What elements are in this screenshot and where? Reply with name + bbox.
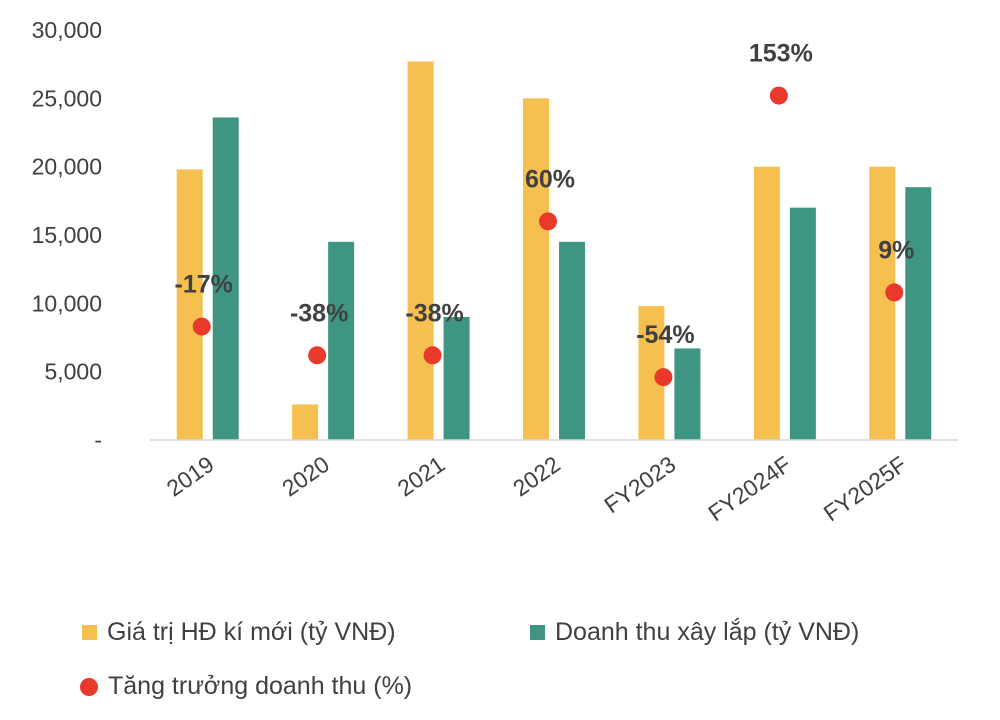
legend-dot-revenue-growth xyxy=(80,677,98,696)
growth-data-label: -38% xyxy=(405,299,463,327)
x-tick-label: 2019 xyxy=(162,451,219,502)
bar-construction-revenue xyxy=(674,348,701,440)
x-tick-label: 2020 xyxy=(277,451,334,502)
legend-item-construction-revenue: Doanh thu xây lắp (tỷ VNĐ) xyxy=(530,618,859,647)
bar-construction-revenue xyxy=(328,241,355,440)
bar-construction-revenue xyxy=(212,117,239,440)
growth-data-label: 9% xyxy=(878,236,914,264)
x-tick-label: FY2024F xyxy=(703,451,795,527)
y-tick-label: 30,000 xyxy=(32,17,102,43)
y-tick-label: 5,000 xyxy=(44,359,102,385)
growth-point xyxy=(192,317,211,336)
bar-construction-revenue xyxy=(905,187,932,440)
legend-label-revenue-growth: Tăng trưởng doanh thu (%) xyxy=(108,672,413,700)
growth-data-label: -38% xyxy=(290,299,348,327)
x-tick-label: FY2025F xyxy=(819,451,911,527)
x-tick-label: 2022 xyxy=(508,451,565,502)
legend: Giá trị HĐ kí mới (tỷ VNĐ) Doanh thu xây… xyxy=(80,608,982,718)
y-axis: - 5,000 10,000 15,000 20,000 25,000 30,000 xyxy=(32,17,102,453)
legend-item-revenue-growth: Tăng trưởng doanh thu (%) xyxy=(80,672,412,701)
growth-point xyxy=(423,346,442,365)
bar-new-contracts xyxy=(176,169,203,440)
legend-swatch-new-contracts xyxy=(82,625,97,640)
chart: - 5,000 10,000 15,000 20,000 25,000 30,000 -17… xyxy=(32,17,958,527)
bar-construction-revenue xyxy=(789,207,816,440)
growth-point xyxy=(539,212,557,231)
legend-item-new-contracts: Giá trị HĐ kí mới (tỷ VNĐ) xyxy=(82,618,396,647)
bar-new-contracts xyxy=(407,61,434,440)
growth-point xyxy=(308,346,327,365)
y-tick-label: - xyxy=(94,427,102,453)
growth-point xyxy=(769,86,788,105)
bars xyxy=(176,61,932,440)
bar-new-contracts xyxy=(292,404,319,440)
x-tick-label: FY2023 xyxy=(599,451,680,519)
y-tick-label: 15,000 xyxy=(32,222,102,248)
growth-data-label: -17% xyxy=(175,271,233,299)
growth-data-label: 60% xyxy=(525,165,575,193)
y-tick-label: 25,000 xyxy=(32,85,102,111)
growth-point xyxy=(654,368,673,387)
growth-data-label: -54% xyxy=(636,321,694,349)
growth-points: -17% -38% -38% 60% -54% 153% 9% xyxy=(175,40,914,387)
bar-construction-revenue xyxy=(443,317,470,440)
x-tick-label: 2021 xyxy=(393,451,450,502)
bar-new-contracts xyxy=(523,98,549,440)
legend-swatch-construction-revenue xyxy=(530,625,545,640)
bar-new-contracts xyxy=(869,166,896,440)
legend-label-construction-revenue: Doanh thu xây lắp (tỷ VNĐ) xyxy=(555,618,860,646)
growth-data-label: 153% xyxy=(749,40,813,68)
y-tick-label: 10,000 xyxy=(32,290,102,316)
growth-point xyxy=(885,283,904,302)
y-tick-label: 20,000 xyxy=(32,154,102,180)
bar-new-contracts xyxy=(753,166,780,440)
bar-construction-revenue xyxy=(559,241,585,440)
x-axis: 2019 2020 2021 2022 FY2023 FY2024F FY2025F xyxy=(162,451,911,527)
legend-label-new-contracts: Giá trị HĐ kí mới (tỷ VNĐ) xyxy=(107,618,396,646)
